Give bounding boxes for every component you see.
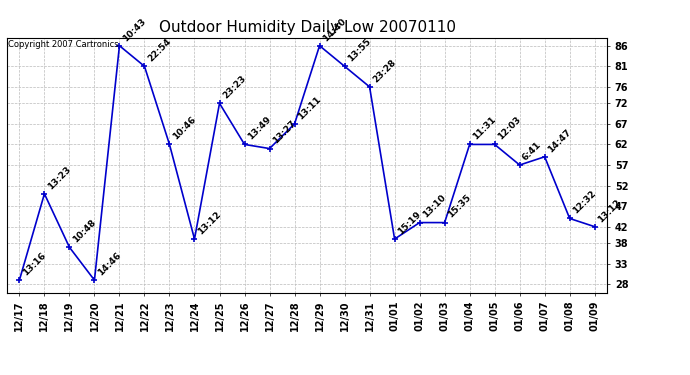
Title: Outdoor Humidity Daily Low 20070110: Outdoor Humidity Daily Low 20070110 xyxy=(159,20,455,35)
Text: 13:23: 13:23 xyxy=(46,164,72,191)
Text: 13:16: 13:16 xyxy=(21,251,48,278)
Text: 12:03: 12:03 xyxy=(496,115,522,142)
Text: 14:47: 14:47 xyxy=(546,127,573,154)
Text: 23:23: 23:23 xyxy=(221,74,248,100)
Text: 6:41: 6:41 xyxy=(521,140,543,162)
Text: 10:46: 10:46 xyxy=(171,115,197,142)
Text: 10:48: 10:48 xyxy=(71,218,97,244)
Text: 11:31: 11:31 xyxy=(471,115,497,142)
Text: 14:40: 14:40 xyxy=(321,16,348,43)
Text: 22:54: 22:54 xyxy=(146,37,172,63)
Text: Copyright 2007 Cartronics: Copyright 2007 Cartronics xyxy=(8,40,118,49)
Text: 14:46: 14:46 xyxy=(96,251,123,278)
Text: 13:27: 13:27 xyxy=(271,119,297,146)
Text: 10:43: 10:43 xyxy=(121,16,148,43)
Text: 13:12: 13:12 xyxy=(596,197,622,224)
Text: 12:32: 12:32 xyxy=(571,189,598,216)
Text: 23:28: 23:28 xyxy=(371,57,397,84)
Text: 15:35: 15:35 xyxy=(446,193,473,220)
Text: 13:12: 13:12 xyxy=(196,210,222,236)
Text: 13:55: 13:55 xyxy=(346,37,373,63)
Text: 13:10: 13:10 xyxy=(421,193,448,220)
Text: 13:11: 13:11 xyxy=(296,94,322,121)
Text: 13:49: 13:49 xyxy=(246,115,273,142)
Text: 15:19: 15:19 xyxy=(396,210,423,236)
